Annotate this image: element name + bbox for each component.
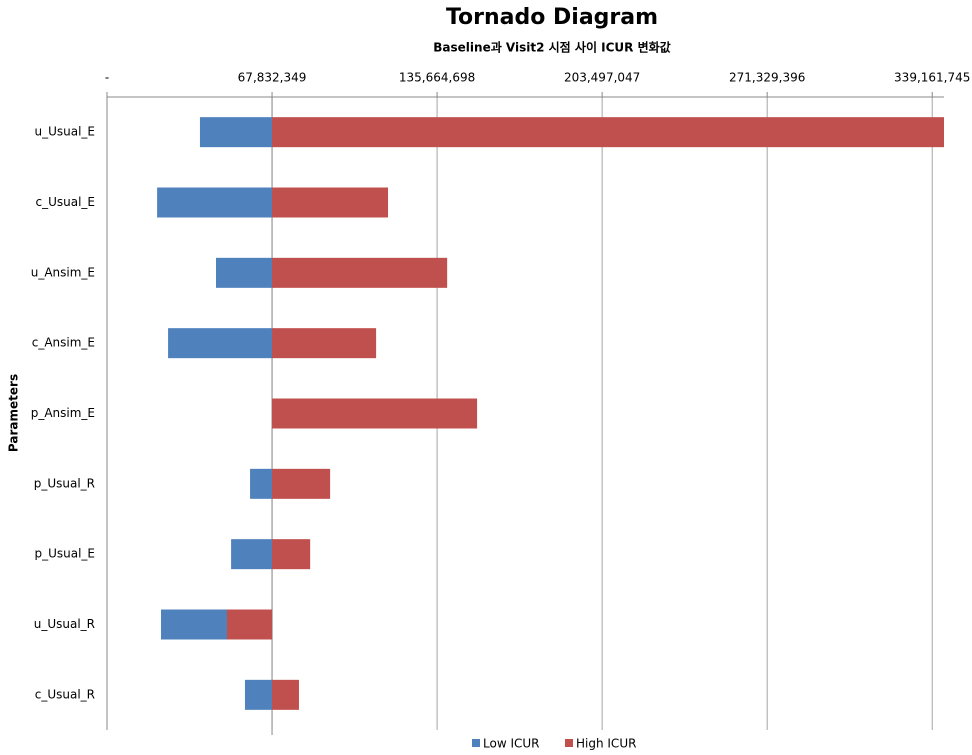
y-tick-label: p_Usual_R xyxy=(34,476,95,490)
x-tick-label: - xyxy=(105,71,109,85)
y-tick-label: p_Usual_E xyxy=(34,547,95,561)
x-tick-label: 67,832,349 xyxy=(238,71,307,85)
chart-subtitle: Baseline과 Visit2 시점 사이 ICUR 변화값 xyxy=(433,40,670,55)
bar xyxy=(272,468,331,499)
x-tick-label: 339,161,745 xyxy=(894,71,970,85)
bar xyxy=(272,539,311,570)
bar xyxy=(250,468,273,499)
legend-swatch xyxy=(472,739,480,747)
x-tick-label: 203,497,047 xyxy=(564,71,640,85)
y-tick-label: u_Usual_R xyxy=(34,617,95,631)
legend-label: High ICUR xyxy=(576,737,636,751)
bar xyxy=(272,328,377,359)
x-tick-label: 135,664,698 xyxy=(399,71,475,85)
x-tick-label: 271,329,396 xyxy=(729,71,805,85)
bar xyxy=(231,539,273,570)
y-tick-label: u_Ansim_E xyxy=(31,265,95,279)
bar xyxy=(157,187,273,218)
bar xyxy=(244,679,273,710)
legend-label: Low ICUR xyxy=(483,737,539,751)
y-tick-label: p_Ansim_E xyxy=(31,406,95,420)
legend-swatch xyxy=(565,739,573,747)
bar xyxy=(272,187,389,218)
y-axis-title: Parameters xyxy=(7,374,21,452)
bar xyxy=(216,257,273,288)
bar xyxy=(272,679,299,710)
bar xyxy=(199,117,273,148)
y-tick-label: u_Usual_E xyxy=(34,125,95,139)
bar xyxy=(272,117,945,148)
bar xyxy=(272,398,478,429)
bar xyxy=(226,609,273,640)
bar xyxy=(272,257,448,288)
chart-title: Tornado Diagram xyxy=(446,5,658,30)
y-tick-label: c_Usual_E xyxy=(35,195,95,209)
y-tick-label: c_Usual_R xyxy=(35,687,95,701)
bar xyxy=(168,328,273,359)
y-tick-label: c_Ansim_E xyxy=(32,336,95,350)
